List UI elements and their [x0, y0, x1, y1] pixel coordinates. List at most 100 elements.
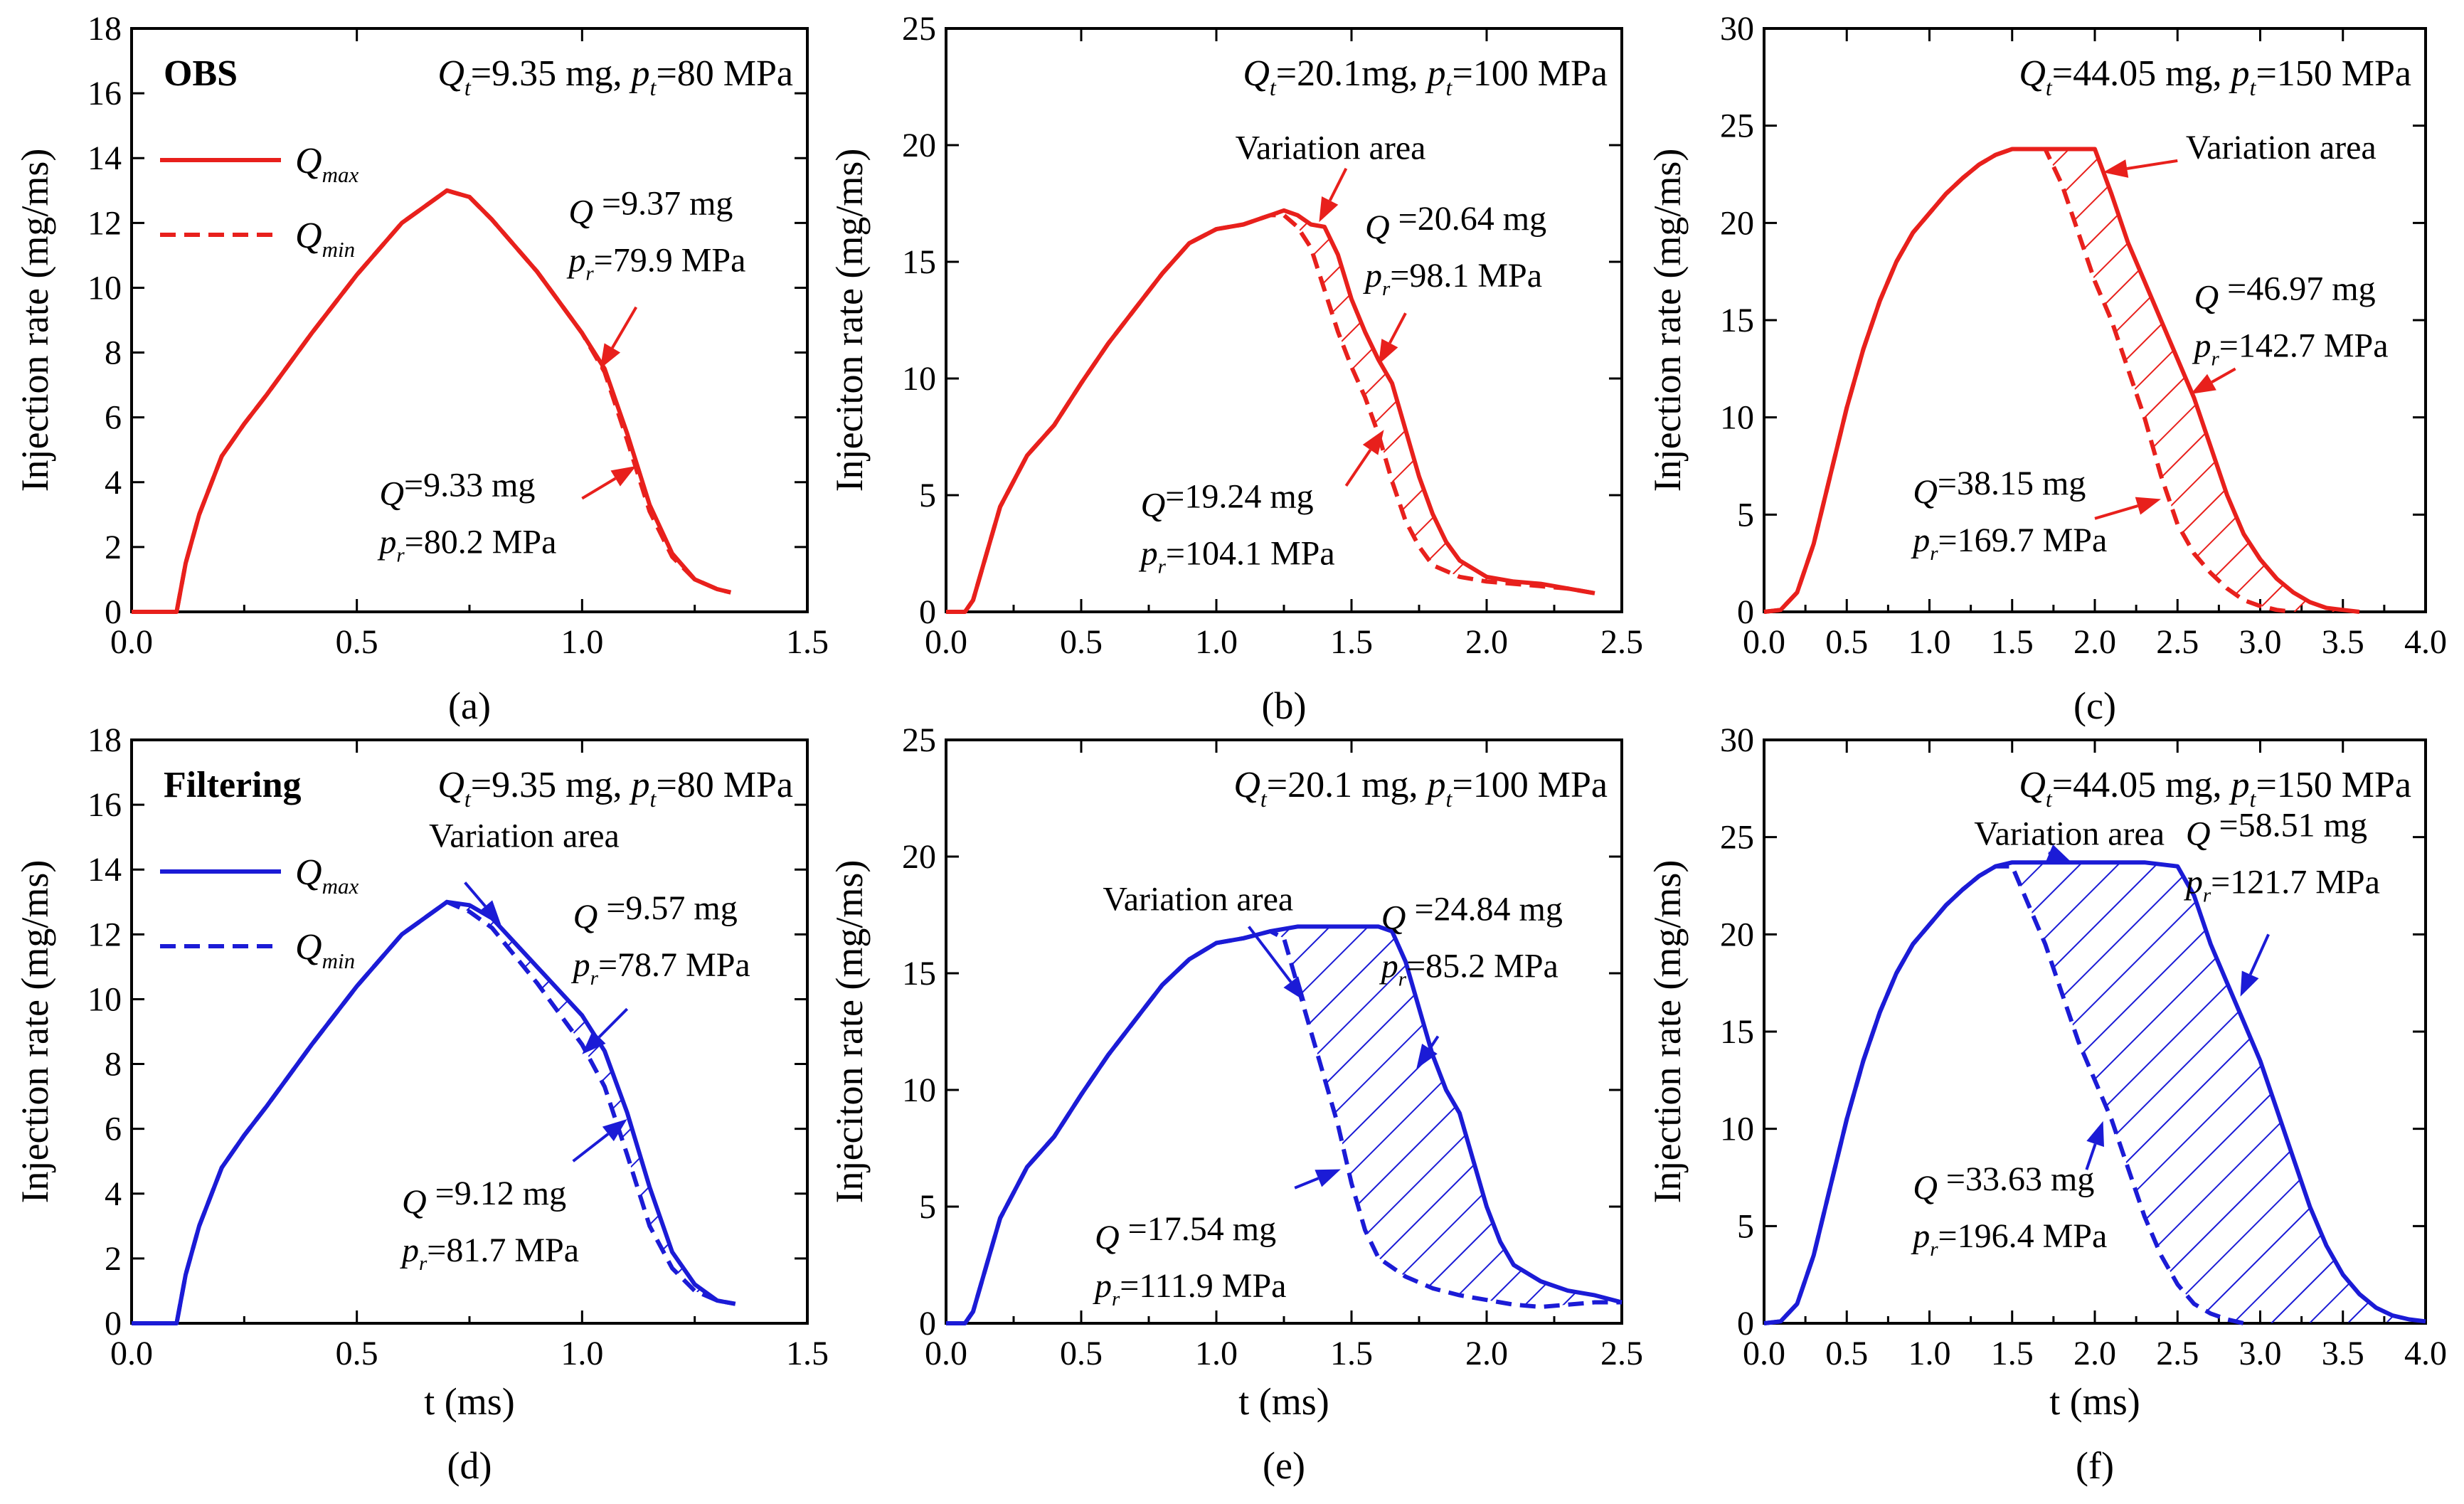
y-tick-label: 5	[1737, 496, 1754, 534]
variation-area-arrow-head	[1283, 976, 1306, 1002]
cond-q-letter: Q	[2019, 765, 2046, 805]
annotation-p-0-rest: =79.9 MPa	[594, 241, 746, 279]
panel-label: (a)	[448, 684, 491, 727]
annotation-p-0-sub: r	[1382, 277, 1391, 300]
x-tick-label: 0.5	[336, 623, 378, 661]
x-tick-label: 4.0	[2404, 623, 2447, 661]
annotation-q-1-rest: =38.15 mg	[1938, 465, 2086, 502]
annotation-p-1-rest: =169.7 MPa	[1938, 521, 2108, 559]
y-axis-label: Injection rate (mg/ms)	[14, 860, 56, 1204]
annotation-p-0-rest: =142.7 MPa	[2219, 327, 2389, 365]
y-tick-label: 20	[902, 838, 936, 876]
annotation-arrow-0-head	[582, 1030, 606, 1054]
annotation-p-1: pr=81.7 MPa	[400, 1232, 579, 1275]
legend-label-max: Qmax	[295, 852, 359, 899]
x-tick-label: 1.0	[561, 1335, 603, 1372]
annotation-q-1-rest: =9.33 mg	[404, 467, 535, 504]
x-tick-label: 1.5	[1330, 1335, 1373, 1372]
annotation-p-0-rest: =98.1 MPa	[1390, 257, 1542, 295]
plot-frame	[945, 27, 1623, 613]
annotation-p-1-letter: p	[1139, 535, 1158, 573]
y-tick-label: 0	[105, 1305, 122, 1343]
annotation-q-1-letter: Q	[1913, 473, 1938, 511]
cond-p-letter: p	[1425, 53, 1446, 94]
cond-p-sub: t	[2250, 75, 2257, 100]
y-axis-label: Injection rate (mg/ms)	[14, 149, 56, 492]
annotation-q-1: Q=19.24 mg	[1141, 478, 1314, 524]
y-tick-label: 20	[1720, 916, 1754, 953]
annotation-p-1-sub: r	[1930, 542, 1938, 565]
y-tick-label: 16	[87, 75, 122, 112]
cond-p-sub: t	[650, 786, 657, 812]
y-tick-label: 16	[87, 786, 122, 824]
annotation-p-0-sub: r	[590, 967, 599, 990]
variation-area	[1764, 149, 2359, 612]
x-tick-label: 1.0	[1195, 623, 1238, 661]
mode-label: OBS	[164, 53, 238, 94]
legend-label-min-sub: min	[322, 948, 356, 973]
plot-frame	[945, 738, 1623, 1325]
x-tick-label: 0.0	[925, 1335, 967, 1372]
variation-area-label: Variation area	[1974, 815, 2165, 853]
x-tick-label: 0.0	[1743, 1335, 1785, 1372]
variation-area-label: Variation area	[2186, 129, 2377, 166]
x-axis-label: t (ms)	[424, 1380, 515, 1423]
y-tick-label: 0	[1737, 593, 1754, 631]
annotation-q-1-letter: Q	[379, 475, 404, 513]
annotation-arrow-0-shaft	[598, 1007, 629, 1039]
annotation-p-0: pr=78.7 MPa	[571, 946, 750, 990]
annotation-arrow-0-head	[2190, 374, 2216, 394]
annotation-q-1-rest: =17.54 mg	[1120, 1210, 1276, 1248]
x-tick-label: 2.0	[1465, 623, 1508, 661]
x-tick-label: 2.5	[2156, 1335, 2199, 1372]
x-tick-label: 0.0	[110, 1335, 153, 1372]
annotation-p-1-letter: p	[1911, 521, 1930, 559]
annotation-arrow-1-head	[2086, 1121, 2104, 1148]
annotation-p-1-letter: p	[1093, 1267, 1112, 1305]
y-tick-label: 5	[919, 477, 936, 514]
cond-q-value: =9.35 mg,	[471, 53, 632, 94]
annotation-p-1-sub: r	[1158, 556, 1167, 578]
legend-label-min: Qmin	[295, 216, 355, 262]
x-tick-label: 0.0	[925, 623, 967, 661]
cond-q-sub: t	[464, 75, 472, 100]
y-axis-label: Injection rate (mg/ms)	[1646, 860, 1689, 1204]
y-tick-label: 20	[902, 127, 936, 164]
y-tick-label: 12	[87, 916, 122, 953]
y-tick-label: 5	[919, 1188, 936, 1226]
annotation-q-1: Q =33.63 mg	[1913, 1160, 2094, 1207]
annotation-p-1: pr=169.7 MPa	[1911, 521, 2107, 565]
annotation-q-0-rest: =46.97 mg	[2219, 270, 2375, 308]
cond-p-letter: p	[2229, 53, 2250, 94]
x-tick-label: 2.5	[1600, 1335, 1643, 1372]
variation-area-arrow-shaft	[2126, 159, 2178, 170]
y-axis-label: Injection rate (mg/ms)	[1646, 149, 1689, 492]
y-tick-label: 4	[105, 1175, 122, 1213]
cond-p-sub: t	[1446, 75, 1453, 100]
y-tick-label: 25	[902, 721, 936, 759]
cond-q-letter: Q	[1233, 765, 1260, 805]
y-tick-label: 25	[902, 10, 936, 48]
chart-f: 0.0 0.5 1.0 1.5 2.0 2.5 3.0 3.5 4.0 0 5 10 15 20 25 30 I…	[1646, 721, 2447, 1487]
annotation-q-0: Q =9.57 mg	[573, 889, 738, 936]
cond-p-value: =100 MPa	[1452, 53, 1608, 94]
annotation-arrow-0-shaft	[1388, 312, 1407, 344]
variation-area-arrow-head	[478, 900, 501, 925]
x-tick-label: 1.0	[1908, 623, 1951, 661]
y-tick-label: 12	[87, 204, 122, 242]
y-tick-label: 8	[105, 1046, 122, 1084]
x-tick-label: 2.5	[1600, 623, 1643, 661]
cond-q-value: =44.05 mg,	[2052, 53, 2231, 94]
annotation-q-1-letter: Q	[402, 1183, 427, 1221]
annotation-p-0: pr=121.7 MPa	[2184, 864, 2380, 907]
y-tick-label: 10	[87, 269, 122, 307]
series-line-qmax	[946, 924, 1623, 1325]
annotation-q-0-letter: Q	[573, 898, 598, 936]
y-tick-label: 15	[902, 955, 936, 992]
cond-q-value: =20.1 mg,	[1267, 765, 1428, 805]
annotation-q-1-rest: =19.24 mg	[1165, 478, 1313, 516]
cond-q-letter: Q	[2019, 53, 2046, 94]
legend-label-max: Qmax	[295, 141, 359, 187]
annotation-q-0-rest: =58.51 mg	[2211, 807, 2367, 844]
